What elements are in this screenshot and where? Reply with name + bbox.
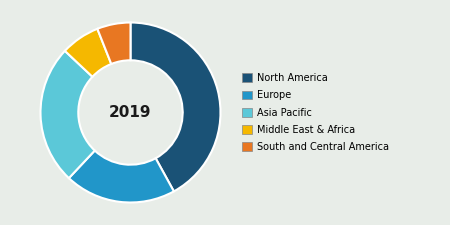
Wedge shape xyxy=(65,29,111,77)
Wedge shape xyxy=(40,51,95,178)
Wedge shape xyxy=(130,22,220,191)
Wedge shape xyxy=(97,22,130,64)
Text: 2019: 2019 xyxy=(109,105,152,120)
Wedge shape xyxy=(69,151,174,202)
Legend: North America, Europe, Asia Pacific, Middle East & Africa, South and Central Ame: North America, Europe, Asia Pacific, Mid… xyxy=(242,73,389,152)
